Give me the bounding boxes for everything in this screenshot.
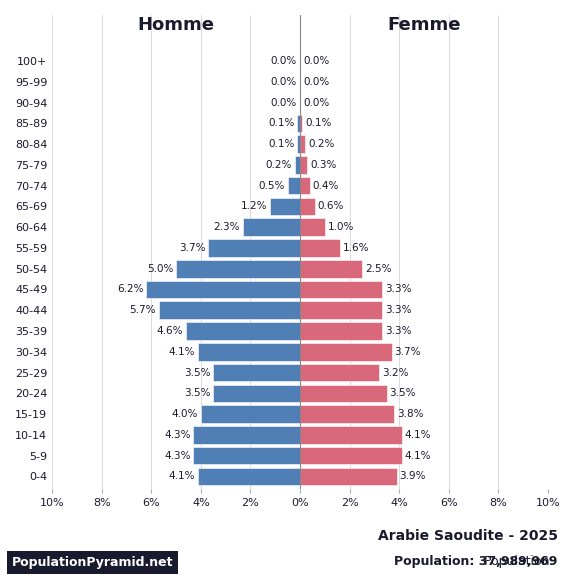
Text: 3.5%: 3.5%	[184, 368, 210, 378]
Text: 3.7%: 3.7%	[394, 347, 421, 357]
Bar	[300, 426, 401, 444]
Bar	[193, 426, 300, 444]
Bar	[176, 260, 300, 278]
Text: 0.2%: 0.2%	[266, 160, 292, 170]
Text: 1.2%: 1.2%	[241, 202, 267, 211]
Bar	[186, 322, 300, 340]
Bar	[300, 364, 380, 381]
Text: 3.3%: 3.3%	[385, 285, 411, 295]
Text: Population:: Population:	[484, 555, 558, 568]
Text: 6.2%: 6.2%	[117, 285, 143, 295]
Bar	[147, 281, 300, 298]
Bar	[300, 302, 382, 319]
Text: 4.1%: 4.1%	[404, 430, 431, 440]
Bar	[297, 135, 300, 153]
Text: 3.7%: 3.7%	[179, 243, 205, 253]
Bar	[288, 177, 300, 195]
Text: 0.0%: 0.0%	[303, 56, 329, 66]
Bar	[300, 406, 394, 423]
Text: 2.3%: 2.3%	[213, 222, 240, 232]
Text: 0.6%: 0.6%	[318, 202, 344, 211]
Text: 3.5%: 3.5%	[184, 388, 210, 399]
Text: 4.3%: 4.3%	[164, 451, 190, 461]
Bar	[213, 385, 300, 402]
Bar	[297, 114, 300, 132]
Text: 3.5%: 3.5%	[390, 388, 416, 399]
Bar	[300, 468, 397, 485]
Text: 0.0%: 0.0%	[271, 98, 297, 107]
Bar	[300, 281, 382, 298]
Text: 0.3%: 0.3%	[310, 160, 337, 170]
Bar	[201, 406, 300, 423]
Bar	[208, 239, 300, 257]
Text: 3.8%: 3.8%	[397, 409, 424, 419]
Text: 4.1%: 4.1%	[169, 347, 196, 357]
Bar	[300, 343, 392, 361]
Bar	[270, 198, 300, 215]
Text: 0.1%: 0.1%	[268, 119, 294, 128]
Text: 0.0%: 0.0%	[271, 56, 297, 66]
Bar	[300, 447, 401, 464]
Bar	[300, 239, 340, 257]
Bar	[300, 177, 310, 195]
Bar	[300, 385, 386, 402]
Text: 5.0%: 5.0%	[147, 264, 173, 274]
Text: 0.2%: 0.2%	[308, 139, 334, 149]
Text: 4.1%: 4.1%	[169, 471, 196, 482]
Text: 3.2%: 3.2%	[382, 368, 409, 378]
Text: 0.0%: 0.0%	[303, 98, 329, 107]
Bar	[198, 468, 300, 485]
Text: Femme: Femme	[387, 16, 461, 34]
Bar	[295, 156, 300, 174]
Text: 1.6%: 1.6%	[343, 243, 369, 253]
Bar	[300, 322, 382, 340]
Text: 5.7%: 5.7%	[129, 305, 156, 315]
Bar	[213, 364, 300, 381]
Text: PopulationPyramid.net: PopulationPyramid.net	[12, 557, 173, 569]
Bar	[300, 156, 308, 174]
Text: Homme: Homme	[137, 16, 214, 34]
Text: Arabie Saoudite - 2025: Arabie Saoudite - 2025	[378, 529, 558, 543]
Bar	[243, 218, 300, 236]
Text: 4.6%: 4.6%	[156, 326, 183, 336]
Bar	[198, 343, 300, 361]
Bar	[300, 218, 325, 236]
Text: 4.1%: 4.1%	[404, 451, 431, 461]
Text: 1.0%: 1.0%	[328, 222, 354, 232]
Text: 0.1%: 0.1%	[305, 119, 332, 128]
Text: 0.5%: 0.5%	[258, 181, 285, 191]
Text: 0.1%: 0.1%	[268, 139, 294, 149]
Text: 0.4%: 0.4%	[313, 181, 339, 191]
Text: 3.3%: 3.3%	[385, 326, 411, 336]
Bar	[159, 302, 300, 319]
Bar	[193, 447, 300, 464]
Text: 3.9%: 3.9%	[400, 471, 426, 482]
Text: 4.0%: 4.0%	[171, 409, 198, 419]
Text: 4.3%: 4.3%	[164, 430, 190, 440]
Bar	[300, 198, 315, 215]
Bar	[300, 114, 302, 132]
Text: 0.0%: 0.0%	[271, 77, 297, 87]
Bar	[300, 260, 362, 278]
Text: 0.0%: 0.0%	[303, 77, 329, 87]
Bar	[300, 135, 305, 153]
Text: 2.5%: 2.5%	[365, 264, 392, 274]
Text: Population: 37,989,969: Population: 37,989,969	[394, 555, 558, 568]
Text: 3.3%: 3.3%	[385, 305, 411, 315]
